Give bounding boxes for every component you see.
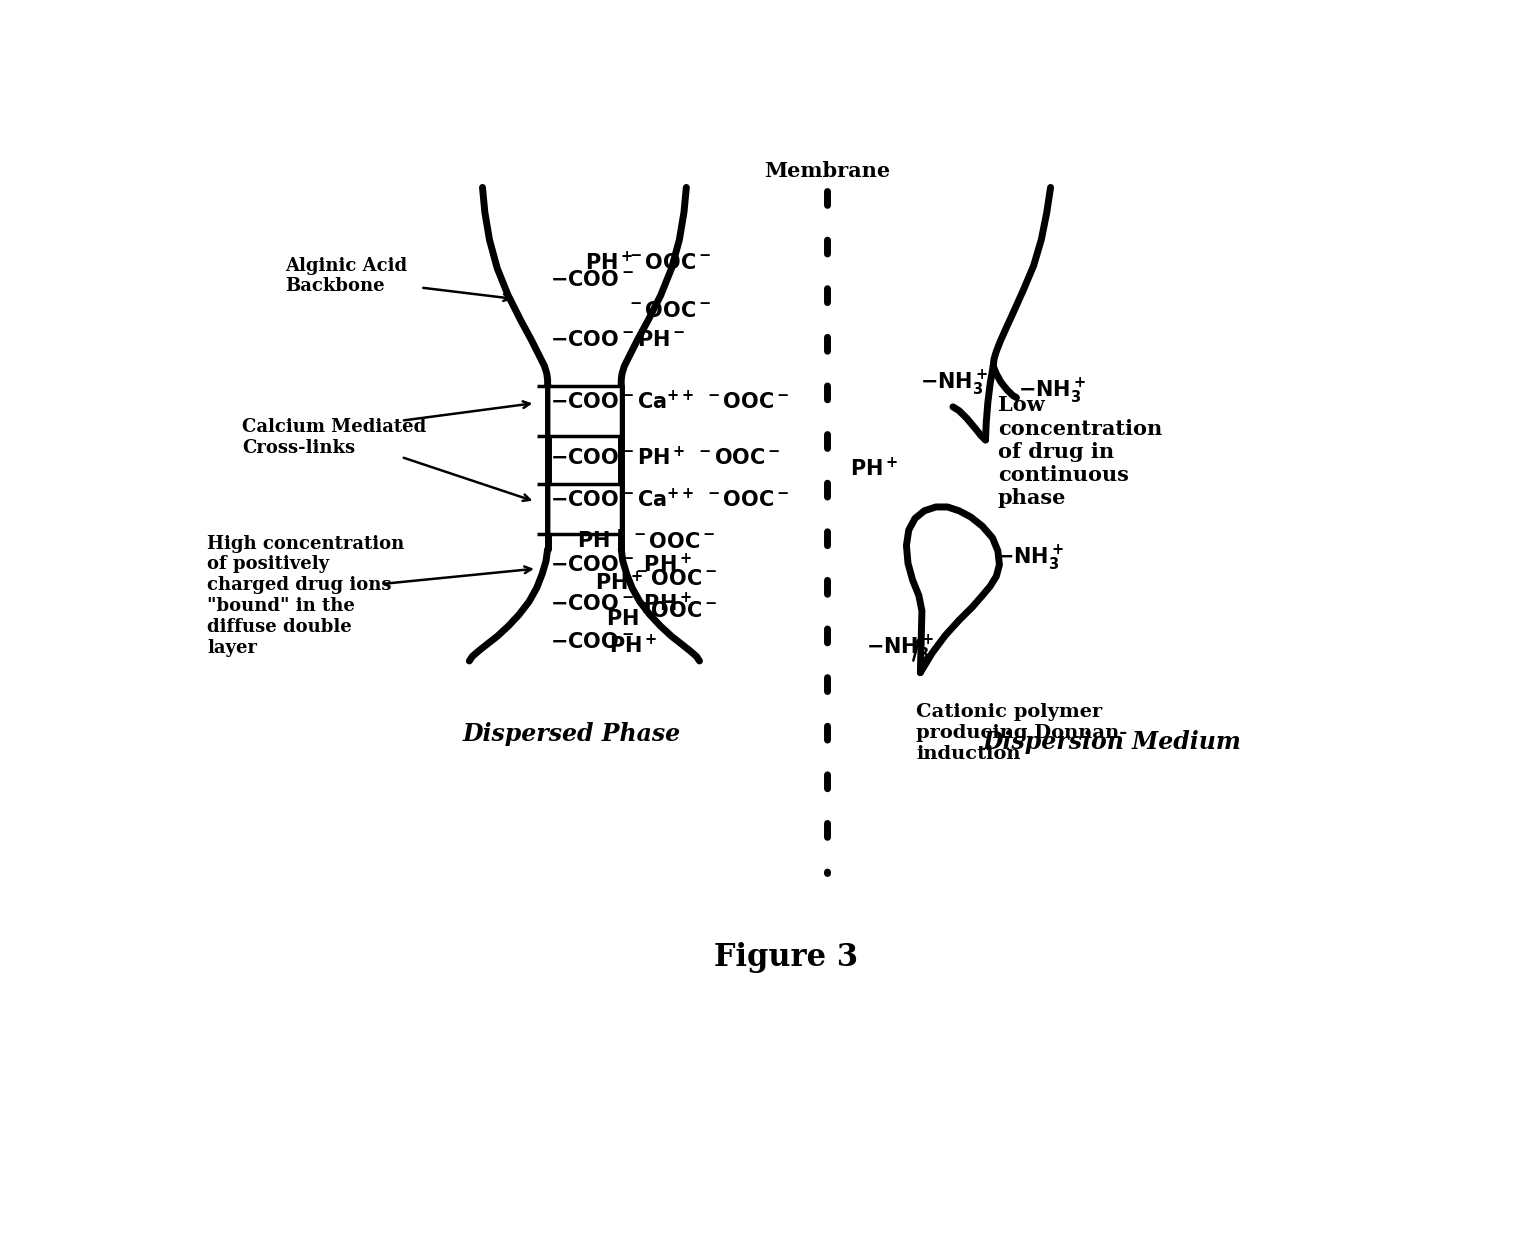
Text: $\mathbf{-COO^-\ PH^+}$: $\mathbf{-COO^-\ PH^+}$ [550, 592, 692, 614]
Text: Dispersed Phase: Dispersed Phase [462, 722, 680, 746]
Text: $\mathbf{-COO^- Ca^{++} \ ^-OOC^-}$: $\mathbf{-COO^- Ca^{++} \ ^-OOC^-}$ [550, 390, 789, 413]
Text: $\mathbf{-COO^-}$: $\mathbf{-COO^-}$ [550, 269, 634, 290]
Text: $\mathbf{-COO^- PH^+ \ ^-OOC^-}$: $\mathbf{-COO^- PH^+ \ ^-OOC^-}$ [550, 446, 781, 469]
Text: $\mathbf{-COO^-\ PH^+}$: $\mathbf{-COO^-\ PH^+}$ [550, 553, 692, 576]
Text: Low
concentration
of drug in
continuous
phase: Low concentration of drug in continuous … [998, 396, 1162, 508]
Text: $\mathbf{-COO^-}$: $\mathbf{-COO^-}$ [550, 632, 634, 652]
Text: Alginic Acid
Backbone: Alginic Acid Backbone [286, 257, 407, 295]
Text: High concentration
of positively
charged drug ions
"bound" in the
diffuse double: High concentration of positively charged… [207, 535, 405, 656]
Text: Membrane: Membrane [764, 161, 890, 181]
Text: $\mathbf{PH^+}$: $\mathbf{PH^+}$ [596, 571, 643, 594]
Text: $\mathbf{-COO^-PH^-}$: $\mathbf{-COO^-PH^-}$ [550, 330, 686, 350]
Text: $\mathbf{^-OOC^-}$: $\mathbf{^-OOC^-}$ [626, 300, 711, 320]
Text: $\mathbf{^-OOC^-}$: $\mathbf{^-OOC^-}$ [629, 531, 715, 551]
Text: Figure 3: Figure 3 [714, 942, 858, 973]
Text: $\mathbf{-NH_3^+}$: $\mathbf{-NH_3^+}$ [866, 633, 935, 663]
Text: Calcium Mediated
Cross-links: Calcium Mediated Cross-links [243, 418, 427, 457]
Text: $\mathbf{PH^+}$: $\mathbf{PH^+}$ [609, 634, 659, 658]
Text: $\mathbf{-NH_3^+}$: $\mathbf{-NH_3^+}$ [921, 369, 989, 398]
Text: Dispersion Medium: Dispersion Medium [982, 730, 1242, 753]
Text: $\mathbf{^-OOC^-}$: $\mathbf{^-OOC^-}$ [626, 253, 711, 273]
Bar [548, 386, 622, 436]
Text: $\mathbf{^-OOC^-}$: $\mathbf{^-OOC^-}$ [632, 601, 717, 620]
Text: $\mathbf{-COO^- Ca^{++} \ ^-OOC^-}$: $\mathbf{-COO^- Ca^{++} \ ^-OOC^-}$ [550, 488, 789, 511]
Text: $\mathbf{PH^+}$: $\mathbf{PH^+}$ [585, 251, 632, 274]
Text: $\mathbf{-NH_3^+}$: $\mathbf{-NH_3^+}$ [1018, 377, 1087, 406]
Text: $\mathbf{-NH_3^+}$: $\mathbf{-NH_3^+}$ [996, 544, 1064, 573]
Text: $\mathbf{^-OOC^-}$: $\mathbf{^-OOC^-}$ [632, 568, 717, 588]
Text: $\mathbf{PH^+}$: $\mathbf{PH^+}$ [605, 607, 654, 630]
Bar [548, 484, 622, 534]
Text: $\mathbf{PH^+}$: $\mathbf{PH^+}$ [577, 529, 625, 552]
Text: Cationic polymer
producing Donnan-
induction: Cationic polymer producing Donnan- induc… [916, 704, 1128, 763]
Text: $\mathbf{PH^+}$: $\mathbf{PH^+}$ [850, 457, 898, 480]
